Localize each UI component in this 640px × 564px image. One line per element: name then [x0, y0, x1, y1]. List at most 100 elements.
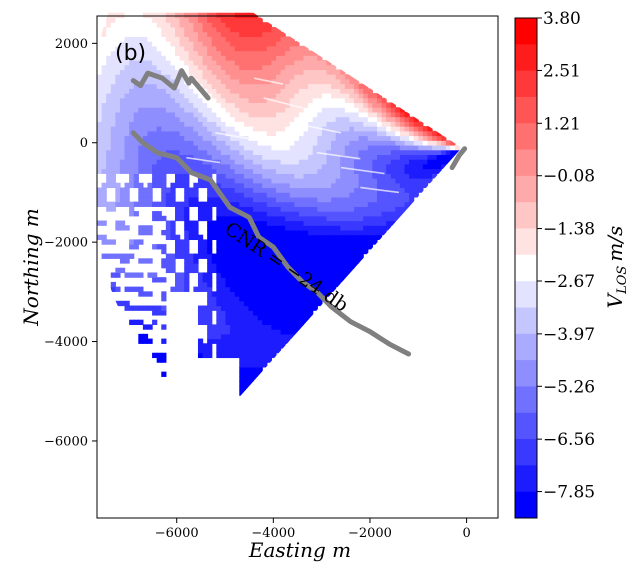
heatmap-cell — [239, 36, 245, 42]
heatmap-cell — [211, 220, 217, 226]
heatmap-cell — [211, 41, 217, 47]
heatmap-cell — [280, 41, 286, 47]
heatmap-cell — [317, 182, 323, 189]
heatmap-cell — [179, 78, 185, 85]
heatmap-cell — [276, 206, 282, 212]
heatmap-cell — [303, 159, 309, 165]
heatmap-cell — [253, 220, 259, 226]
heatmap-cell — [230, 253, 236, 259]
heatmap-cell — [248, 173, 254, 179]
heatmap-cell — [317, 93, 323, 99]
heatmap-cell — [354, 111, 360, 118]
heatmap-cell — [230, 83, 236, 89]
heatmap-cell — [165, 55, 172, 61]
heatmap-cell — [432, 173, 438, 179]
heatmap-cell — [390, 220, 396, 226]
heatmap-cell — [170, 220, 176, 226]
heatmap-cell — [285, 144, 291, 151]
heatmap-cell — [243, 385, 250, 392]
heatmap-cell — [271, 59, 277, 66]
heatmap-cell — [312, 263, 318, 269]
heatmap-cell — [276, 173, 282, 179]
heatmap-cell — [455, 149, 461, 156]
colorbar-label: VLOSm/s — [603, 226, 630, 309]
heatmap-cell — [285, 45, 291, 52]
heatmap-cell — [298, 310, 305, 316]
heatmap-cell — [271, 286, 277, 292]
heatmap-cell — [404, 121, 410, 127]
heatmap-cell — [129, 31, 135, 37]
heatmap-cell — [225, 111, 231, 118]
heatmap-cell — [156, 182, 162, 189]
heatmap-cell — [354, 211, 360, 217]
heatmap-cell — [432, 135, 438, 141]
heatmap-cell — [124, 121, 130, 127]
heatmap-cell — [152, 310, 158, 316]
heatmap-cell — [234, 182, 240, 189]
heatmap-cell — [253, 163, 259, 170]
heatmap-cell — [170, 12, 176, 19]
heatmap-cell — [294, 88, 300, 94]
heatmap-cell — [294, 78, 300, 85]
heatmap-cell — [179, 206, 185, 212]
heatmap-cell — [101, 97, 107, 104]
heatmap-cell — [202, 178, 208, 184]
heatmap-cell — [179, 248, 185, 255]
heatmap-cell — [317, 229, 323, 236]
heatmap-cell — [156, 36, 162, 42]
heatmap-cell — [220, 126, 227, 132]
heatmap-cell — [340, 192, 346, 198]
heatmap-cell — [234, 93, 240, 99]
heatmap-cell — [395, 187, 401, 193]
heatmap-cell — [335, 248, 341, 255]
heatmap-cell — [101, 182, 107, 189]
heatmap-cell — [243, 319, 250, 326]
heatmap-cell — [335, 258, 341, 264]
heatmap-cell — [124, 111, 130, 118]
heatmap-cell — [142, 338, 149, 344]
heatmap-cell — [280, 319, 286, 326]
heatmap-cell — [331, 206, 337, 212]
heatmap-cell — [340, 229, 346, 236]
heatmap-cell — [193, 163, 199, 170]
heatmap-cell — [294, 215, 300, 222]
heatmap-cell — [230, 244, 236, 250]
heatmap-cell — [266, 291, 273, 297]
heatmap-cell — [266, 178, 273, 184]
heatmap-cell — [321, 286, 328, 292]
heatmap-cell — [395, 121, 401, 127]
heatmap-cell — [308, 277, 314, 283]
heatmap-cell — [152, 173, 158, 179]
heatmap-cell — [243, 206, 250, 212]
heatmap-cell — [276, 149, 282, 156]
heatmap-cell — [248, 187, 254, 193]
heatmap-cell — [175, 126, 181, 132]
heatmap-cell — [220, 69, 227, 75]
heatmap-cell — [142, 111, 149, 118]
heatmap-cell — [156, 244, 162, 250]
heatmap-cell — [161, 371, 167, 377]
heatmap-cell — [280, 93, 286, 99]
heatmap-cell — [119, 31, 126, 37]
heatmap-cell — [308, 130, 314, 137]
heatmap-cell — [280, 329, 286, 335]
heatmap-cell — [326, 187, 332, 193]
heatmap-cell — [197, 286, 204, 292]
heatmap-cell — [381, 182, 387, 189]
heatmap-cell — [308, 159, 314, 165]
heatmap-cell — [276, 281, 282, 288]
heatmap-cell — [285, 41, 291, 47]
heatmap-cell — [253, 371, 259, 377]
heatmap-cell — [262, 258, 268, 264]
heatmap-cell — [225, 154, 231, 160]
heatmap-cell — [193, 69, 199, 75]
heatmap-cell — [207, 64, 213, 71]
heatmap-cell — [110, 144, 116, 151]
heatmap-cell — [303, 305, 309, 311]
heatmap-cell — [161, 187, 167, 193]
heatmap-cell — [147, 26, 153, 33]
heatmap-cell — [239, 305, 245, 311]
heatmap-cell — [335, 206, 341, 212]
heatmap-cell — [441, 149, 447, 156]
heatmap-cell — [326, 140, 332, 146]
